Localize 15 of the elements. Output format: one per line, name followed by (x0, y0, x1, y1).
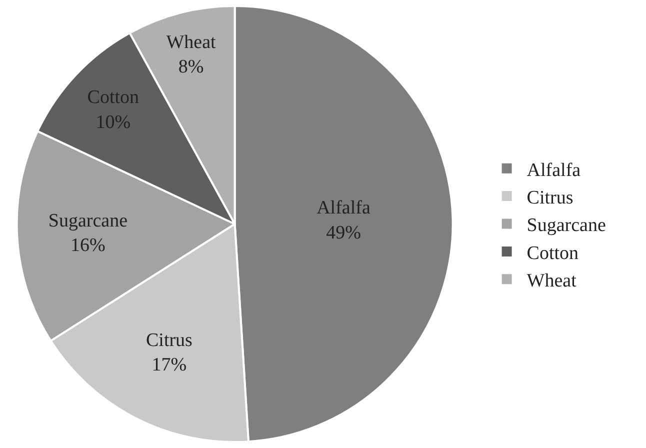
slice-label: Sugarcane (48, 210, 128, 232)
legend-label: Cotton (526, 242, 580, 264)
legend-label: Citrus (526, 187, 574, 208)
data-label: 49% (326, 222, 362, 244)
slice-label: Alfalfa (316, 198, 371, 219)
legend-label: Sugarcane (526, 215, 606, 236)
data-label: 8% (178, 56, 204, 78)
data-label: 16% (70, 235, 106, 256)
data-label: 17% (152, 354, 187, 376)
slice-label: Citrus (146, 330, 192, 351)
data-label: 10% (96, 112, 131, 133)
legend-label: Alfalfa (526, 160, 582, 181)
legend-label: Wheat (526, 270, 578, 292)
slice-label: Cotton (87, 87, 140, 108)
slice-label: Wheat (166, 32, 217, 54)
